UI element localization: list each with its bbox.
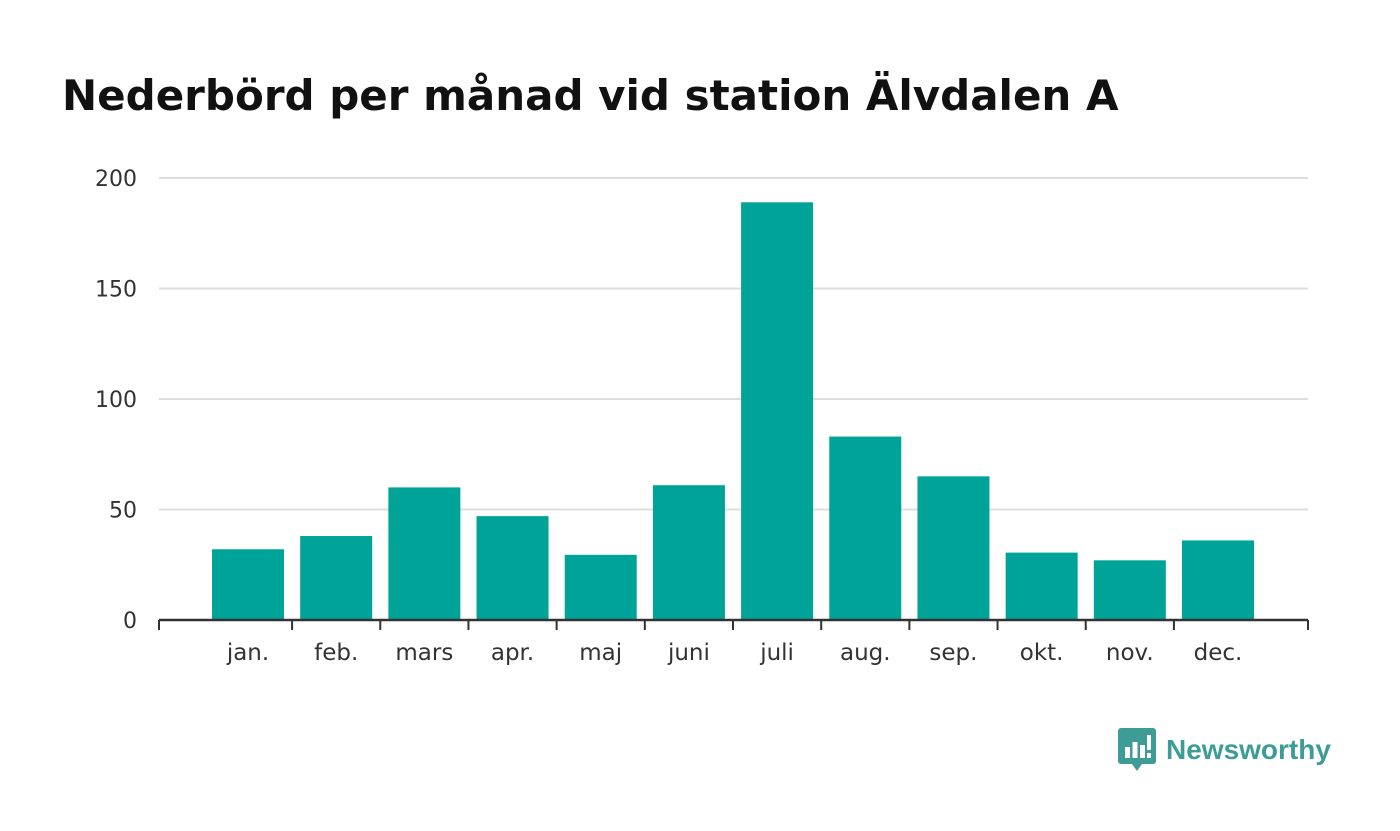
x-tick-label: nov. xyxy=(1106,640,1154,666)
bar xyxy=(652,485,725,620)
x-tick-label: okt. xyxy=(1020,640,1064,666)
newsworthy-logo-icon xyxy=(1118,728,1156,771)
x-axis xyxy=(158,618,1309,630)
x-tick-label: sep. xyxy=(929,640,977,666)
brand-name: Newsworthy xyxy=(1166,734,1331,765)
x-tick-label: mars xyxy=(395,640,453,666)
y-tick-label: 200 xyxy=(95,167,137,192)
bar xyxy=(388,487,461,620)
y-tick-label: 150 xyxy=(95,278,137,303)
bar xyxy=(829,436,902,620)
bar xyxy=(1182,540,1254,620)
bar xyxy=(1093,560,1166,620)
brand-logo: Newsworthy xyxy=(1118,728,1331,772)
bar xyxy=(741,202,814,620)
x-axis-tick-labels: jan. feb. mars apr. maj juni juli aug. sep. okt. n… xyxy=(226,640,1243,666)
x-tick-label: dec. xyxy=(1194,640,1243,666)
x-tick-label: aug. xyxy=(840,640,891,666)
x-tick-label: feb. xyxy=(314,640,358,666)
chart-title: Nederbörd per månad vid station Älvdalen… xyxy=(62,71,1119,120)
bar xyxy=(1005,552,1078,620)
bar xyxy=(300,536,373,620)
bar xyxy=(917,476,990,620)
x-tick-label: apr. xyxy=(491,640,534,666)
x-tick-label: juni xyxy=(667,640,710,666)
bar xyxy=(476,516,549,620)
gridlines xyxy=(159,177,1308,511)
x-tick-label: maj xyxy=(579,640,622,666)
x-tick-label: juli xyxy=(759,640,794,666)
bar xyxy=(564,554,637,620)
y-tick-label: 50 xyxy=(109,499,137,524)
y-tick-label: 100 xyxy=(95,388,137,413)
y-axis-tick-labels: 0 50 100 150 200 xyxy=(95,167,137,634)
x-tick-label: jan. xyxy=(226,640,269,666)
y-tick-label: 0 xyxy=(123,609,137,634)
bars xyxy=(212,202,1254,620)
bar xyxy=(212,549,284,620)
